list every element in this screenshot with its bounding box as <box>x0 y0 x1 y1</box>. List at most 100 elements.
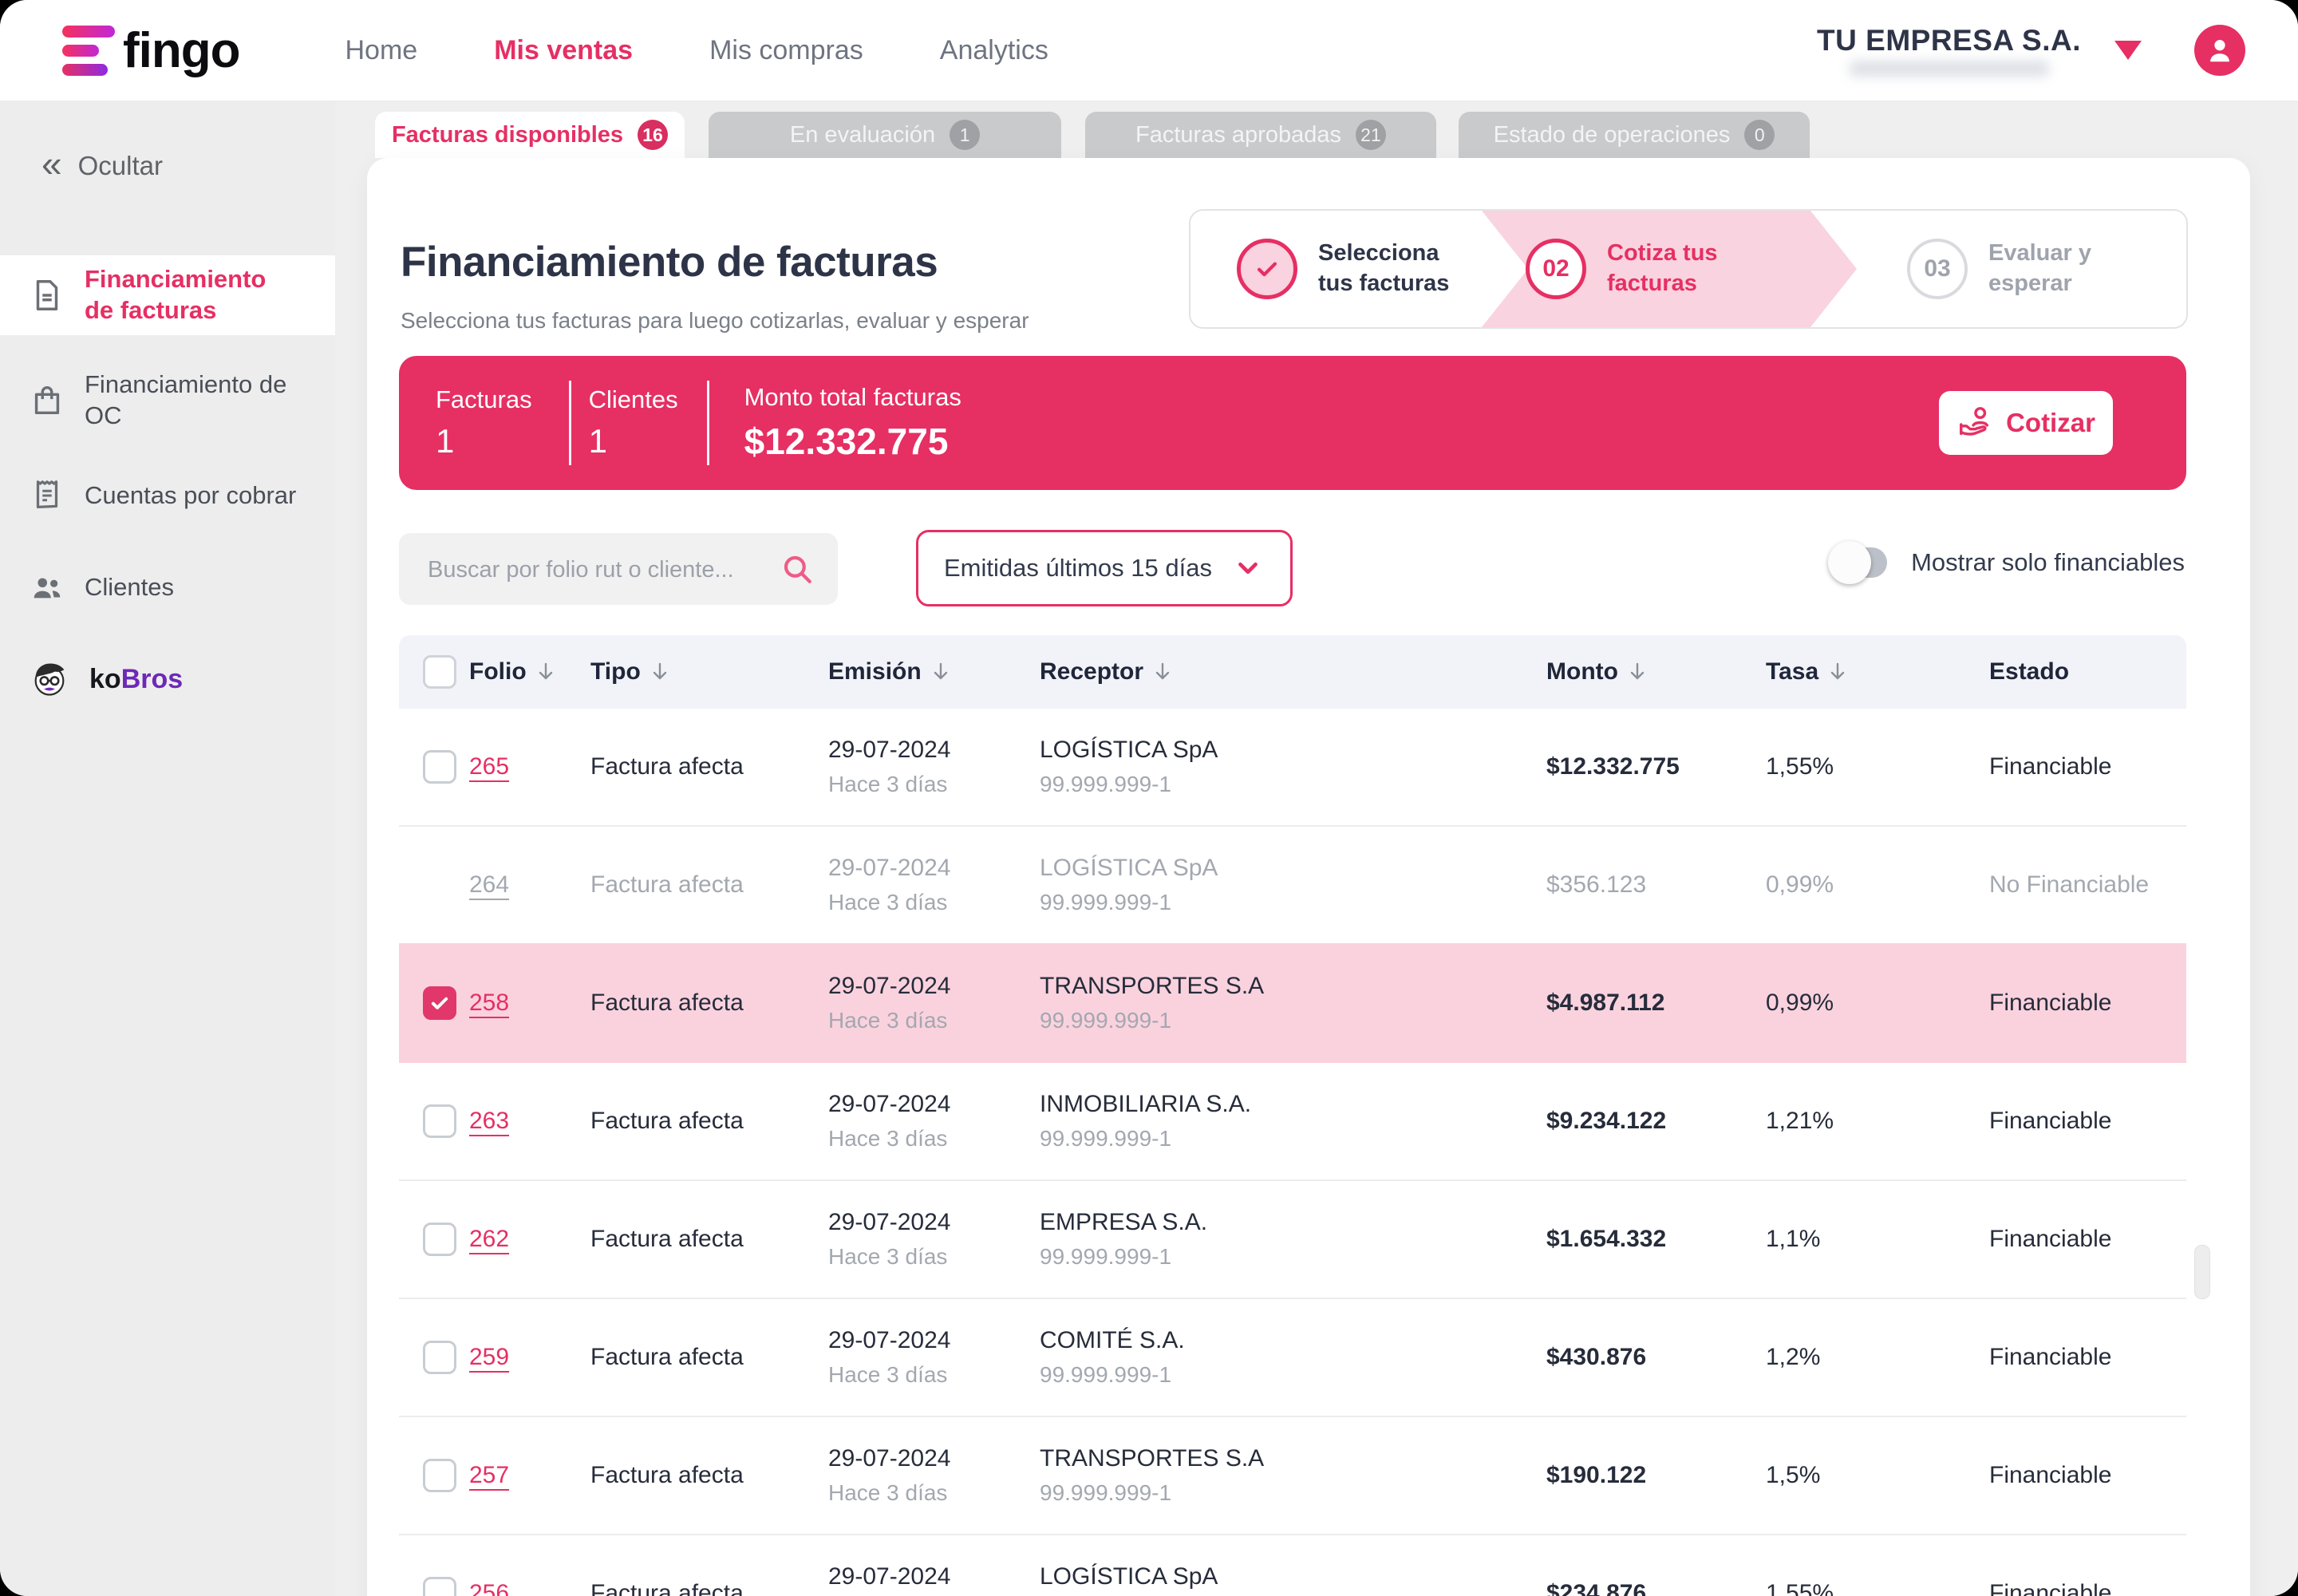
row-checkbox[interactable] <box>423 986 456 1020</box>
tipo-cell: Factura afecta <box>590 871 744 898</box>
table-row-265[interactable]: 265 Factura afecta 29-07-2024 Hace 3 días LO… <box>399 709 2186 825</box>
step-number-circle: 03 <box>1907 239 1968 299</box>
facturas-value: 1 <box>436 422 455 460</box>
nav-home[interactable]: Home <box>345 34 418 65</box>
nav-mis-compras[interactable]: Mis compras <box>709 34 863 65</box>
nav-mis-ventas[interactable]: Mis ventas <box>494 34 634 65</box>
table-row-259[interactable]: 259 Factura afecta 29-07-2024 Hace 3 días CO… <box>399 1298 2186 1416</box>
estado-cell: Financiable <box>1989 1462 2112 1488</box>
folio-link[interactable]: 264 <box>469 871 510 898</box>
column-header-tasa[interactable]: Tasa <box>1766 635 1847 709</box>
column-header-emision[interactable]: Emisión <box>828 635 950 709</box>
company-selector[interactable]: TU EMPRESA S.A. <box>1817 24 2081 77</box>
monto-cell: $234.876 <box>1546 1580 1647 1596</box>
receptor-rut: 99.999.999-1 <box>1040 772 1172 796</box>
fingo-logo[interactable]: fingo <box>62 22 240 79</box>
receptor-rut: 99.999.999-1 <box>1040 1008 1172 1033</box>
chevron-down-icon <box>1238 562 1258 575</box>
folio-link[interactable]: 256 <box>469 1580 510 1596</box>
tab-count-badge: 1 <box>950 120 981 150</box>
monto-value: $12.332.775 <box>744 421 949 462</box>
column-header-folio[interactable]: Folio <box>469 635 555 709</box>
tipo-cell: Factura afecta <box>590 990 744 1016</box>
folio-link[interactable]: 262 <box>469 1226 510 1252</box>
tasa-cell: 1,5% <box>1766 1462 1821 1488</box>
table-header: Folio Tipo Emisión Receptor Monto Tasa Estado <box>399 635 2186 709</box>
financiables-toggle[interactable] <box>1828 541 1888 584</box>
folio-link[interactable]: 259 <box>469 1344 510 1370</box>
tab-facturas-aprobadas[interactable]: Facturas aprobadas 21 <box>1085 112 1436 158</box>
step-evaluar: 03 Evaluar y esperar <box>1907 211 2091 327</box>
select-all-checkbox[interactable] <box>423 655 456 689</box>
sidebar-item-kobros[interactable]: koBros <box>0 653 335 705</box>
table-body: 265 Factura afecta 29-07-2024 Hace 3 días LO… <box>399 709 2186 1596</box>
receptor-name: TRANSPORTES S.A <box>1040 973 1265 999</box>
sidebar-item-clientes[interactable]: Clientes <box>0 561 335 614</box>
row-checkbox[interactable] <box>423 1104 456 1138</box>
folio-link[interactable]: 257 <box>469 1462 510 1488</box>
emision-relative: Hace 3 días <box>828 1480 948 1505</box>
user-avatar[interactable] <box>2194 25 2245 76</box>
date-filter-dropdown[interactable]: Emitidas últimos 15 días <box>916 530 1293 606</box>
row-checkbox[interactable] <box>423 1577 456 1596</box>
sidebar-collapse-button[interactable]: « Ocultar <box>41 145 163 182</box>
row-checkbox[interactable] <box>423 1223 456 1256</box>
tab-count-badge: 0 <box>1744 120 1775 150</box>
column-header-monto[interactable]: Monto <box>1546 635 1647 709</box>
table-row-262[interactable]: 262 Factura afecta 29-07-2024 Hace 3 días EM… <box>399 1179 2186 1298</box>
sort-arrow-icon <box>1155 662 1170 680</box>
collapse-label: Ocultar <box>77 151 163 180</box>
table-row-257[interactable]: 257 Factura afecta 29-07-2024 Hace 3 días TR… <box>399 1416 2186 1534</box>
receptor-rut: 99.999.999-1 <box>1040 1362 1172 1387</box>
selection-summary-banner: Facturas 1 Clientes 1 Monto total factur… <box>399 356 2186 490</box>
nav-analytics[interactable]: Analytics <box>939 34 1048 65</box>
column-header-label: Tasa <box>1766 658 1819 685</box>
folio-link[interactable]: 258 <box>469 990 510 1016</box>
sidebar-item-financiamiento-facturas[interactable]: Financiamiento de facturas <box>0 255 335 335</box>
folio-link[interactable]: 263 <box>469 1108 510 1134</box>
tab-label: Facturas aprobadas <box>1135 121 1341 148</box>
column-header-tipo[interactable]: Tipo <box>590 635 669 709</box>
tab-facturas-disponibles[interactable]: Facturas disponibles 16 <box>375 112 685 158</box>
search-icon[interactable] <box>780 552 814 586</box>
column-header-receptor[interactable]: Receptor <box>1040 635 1172 709</box>
account-area: TU EMPRESA S.A. <box>1817 24 2245 77</box>
sidebar-item-cuentas-por-cobrar[interactable]: Cuentas por cobrar <box>0 469 335 522</box>
cotizar-button[interactable]: Cotizar <box>1939 391 2113 455</box>
emision-cell: 29-07-2024 Hace 3 días <box>828 1327 950 1388</box>
tab-label: Facturas disponibles <box>391 121 624 148</box>
tab-count-badge: 21 <box>1355 120 1386 150</box>
toggle-knob <box>1828 541 1872 584</box>
tasa-cell: 1,1% <box>1766 1226 1821 1252</box>
company-caret-icon[interactable] <box>2114 41 2142 60</box>
folio-link[interactable]: 265 <box>469 753 510 780</box>
receptor-name: LOGÍSTICA SpA <box>1040 737 1218 763</box>
tipo-cell: Factura afecta <box>590 1226 744 1252</box>
emision-relative: Hace 3 días <box>828 890 948 915</box>
table-row-263[interactable]: 263 Factura afecta 29-07-2024 Hace 3 días IN… <box>399 1061 2186 1179</box>
receptor-cell: TRANSPORTES S.A 99.999.999-1 <box>1040 1445 1264 1506</box>
row-checkbox[interactable] <box>423 750 456 784</box>
table-row-264[interactable]: 264 Factura afecta 29-07-2024 Hace 3 días LO… <box>399 825 2186 943</box>
monto-cell: $430.876 <box>1546 1344 1647 1370</box>
divider <box>568 381 571 465</box>
fingo-logo-icon <box>62 25 115 76</box>
tab-estado-operaciones[interactable]: Estado de operaciones 0 <box>1459 112 1810 158</box>
row-checkbox[interactable] <box>423 1459 456 1492</box>
sort-arrow-icon <box>1630 662 1645 680</box>
search-input[interactable] <box>426 533 772 606</box>
estado-cell: Financiable <box>1989 1108 2112 1134</box>
bag-icon <box>34 386 60 415</box>
tab-en-evaluacion[interactable]: En evaluación 1 <box>709 112 1061 158</box>
toggle-label: Mostrar solo financiables <box>1911 548 2185 576</box>
monto-cell: $12.332.775 <box>1546 753 1680 780</box>
row-checkbox[interactable] <box>423 1341 456 1374</box>
scrollbar-thumb[interactable] <box>2194 1245 2210 1299</box>
table-row-258[interactable]: 258 Factura afecta 29-07-2024 Hace 3 días TR… <box>399 943 2186 1061</box>
receptor-name: EMPRESA S.A. <box>1040 1209 1208 1235</box>
search-box <box>399 533 838 606</box>
tipo-cell: Factura afecta <box>590 1462 744 1488</box>
sidebar-item-financiamiento-oc[interactable]: Financiamiento de OC <box>0 364 335 437</box>
